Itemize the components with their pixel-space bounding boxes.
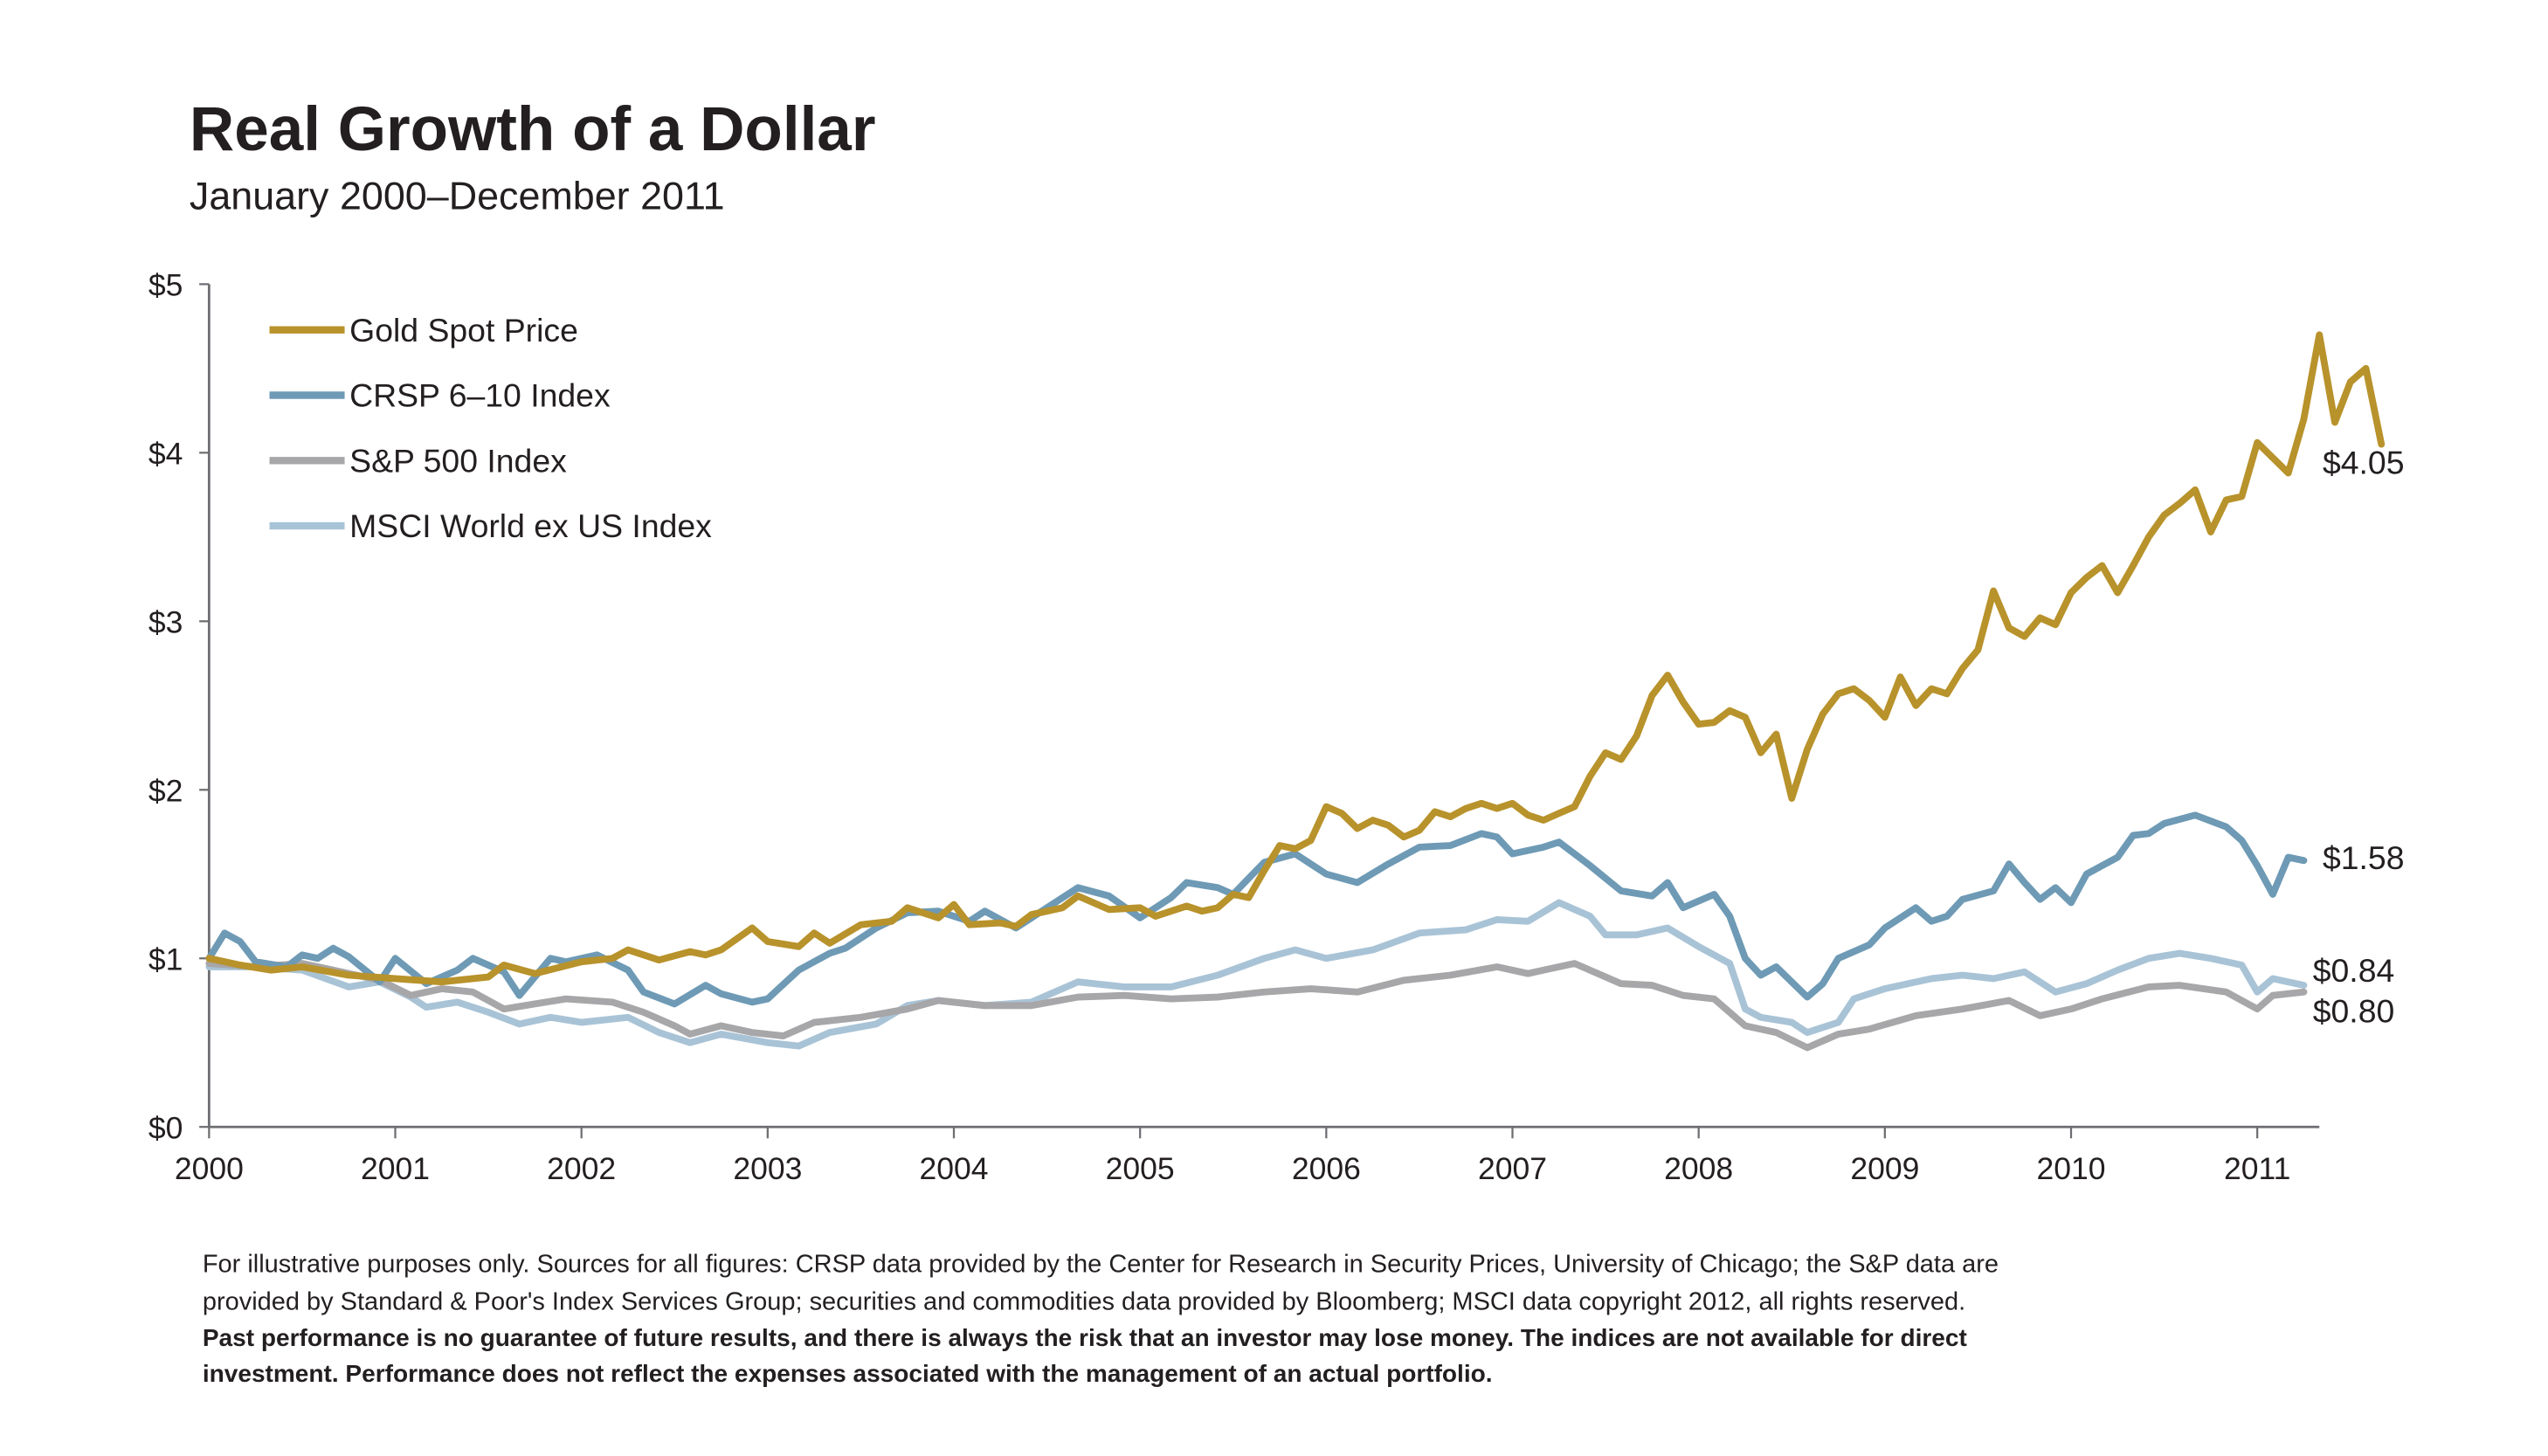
x-tick-label: 2004 [919, 1151, 988, 1186]
end-value-label: $0.84 [2313, 952, 2395, 989]
disclaimer-line: Past performance is no guarantee of futu… [203, 1324, 1967, 1351]
y-tick-label: $1 [148, 942, 183, 976]
x-tick-label: 2010 [2036, 1151, 2105, 1186]
end-value-label: $0.80 [2313, 993, 2395, 1030]
y-tick-label: $0 [148, 1110, 183, 1145]
disclaimer-line: investment. Performance does not reflect… [203, 1360, 1493, 1387]
series-line-3 [205, 899, 2308, 1050]
legend: Gold Spot Price CRSP 6–10 Index S&P 500 In… [269, 312, 712, 544]
series-line-1 [205, 811, 2308, 1008]
y-tick-label: $3 [148, 604, 183, 639]
end-labels: $4.05 $1.58 $0.80 $0.84 [2313, 444, 2405, 1029]
x-tick-label: 2008 [1664, 1151, 1733, 1186]
y-tick-label: $2 [148, 773, 183, 808]
series-line-2 [205, 960, 2308, 1052]
x-tick-label: 2006 [1292, 1151, 1361, 1186]
x-tick-label: 2009 [1850, 1151, 1919, 1186]
x-tick-label: 2001 [361, 1151, 430, 1186]
x-tick-label: 2003 [733, 1151, 802, 1186]
x-tick-label: 2011 [2224, 1151, 2290, 1186]
axes: $0 $1 $2 $3 $4 $5 2000 2001 2002 2003 2004 2005 2006… [148, 267, 2320, 1186]
y-tick-label: $5 [148, 267, 183, 302]
end-value-label: $4.05 [2323, 444, 2405, 480]
series-line-0 [205, 331, 2386, 986]
legend-label: CRSP 6–10 Index [349, 377, 611, 414]
footnote-line: For illustrative purposes only. Sources … [203, 1251, 1999, 1279]
x-tick-label: 2002 [547, 1151, 616, 1186]
y-tick-label: $4 [148, 436, 183, 471]
footnote-line: provided by Standard & Poor's Index Serv… [203, 1288, 1965, 1316]
chart-title: Real Growth of a Dollar [190, 95, 876, 164]
legend-label: S&P 500 Index [349, 442, 567, 479]
chart-subtitle: January 2000–December 2011 [190, 173, 725, 217]
end-value-label: $1.58 [2323, 839, 2405, 876]
footnote: For illustrative purposes only. Sources … [203, 1251, 1999, 1387]
legend-label: Gold Spot Price [349, 312, 578, 348]
series-lines [205, 331, 2386, 1052]
legend-label: MSCI World ex US Index [349, 507, 712, 544]
x-tick-label: 2005 [1106, 1151, 1175, 1186]
x-tick-label: 2007 [1478, 1151, 1547, 1186]
x-tick-label: 2000 [175, 1151, 244, 1186]
